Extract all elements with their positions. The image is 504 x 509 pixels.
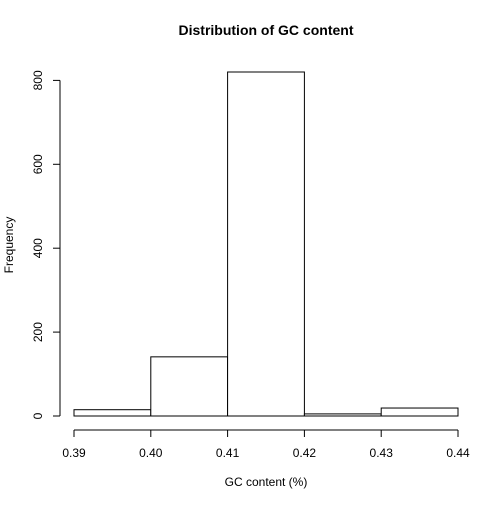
y-axis-label: Frequency (2, 217, 16, 274)
histogram-bar-5 (380, 407, 459, 417)
y-axis: 0 200 400 600 800 (31, 70, 61, 419)
chart-title: Distribution of GC content (179, 22, 354, 38)
x-tick-label-4: 0.42 (293, 446, 317, 460)
x-tick-label-2: 0.40 (139, 446, 163, 460)
y-tick-label-3: 400 (31, 238, 45, 258)
x-tick-label-1: 0.39 (62, 446, 86, 460)
histogram-bar-2 (150, 356, 229, 417)
x-axis: 0.39 0.40 0.41 0.42 0.43 0.44 (62, 429, 470, 460)
bars-layer (73, 71, 459, 417)
y-tick-label-1: 0 (31, 412, 45, 419)
y-tick-label-2: 200 (31, 322, 45, 342)
x-tick-label-3: 0.41 (216, 446, 240, 460)
x-tick-label-5: 0.43 (370, 446, 394, 460)
histogram-bar-1 (73, 409, 152, 417)
x-axis-label: GC content (%) (225, 475, 308, 489)
histogram-bar-3 (227, 71, 305, 417)
x-tick-label-6: 0.44 (446, 446, 470, 460)
histogram-bar-4 (303, 413, 382, 417)
y-tick-label-4: 600 (31, 154, 45, 174)
y-tick-label-5: 800 (31, 70, 45, 90)
